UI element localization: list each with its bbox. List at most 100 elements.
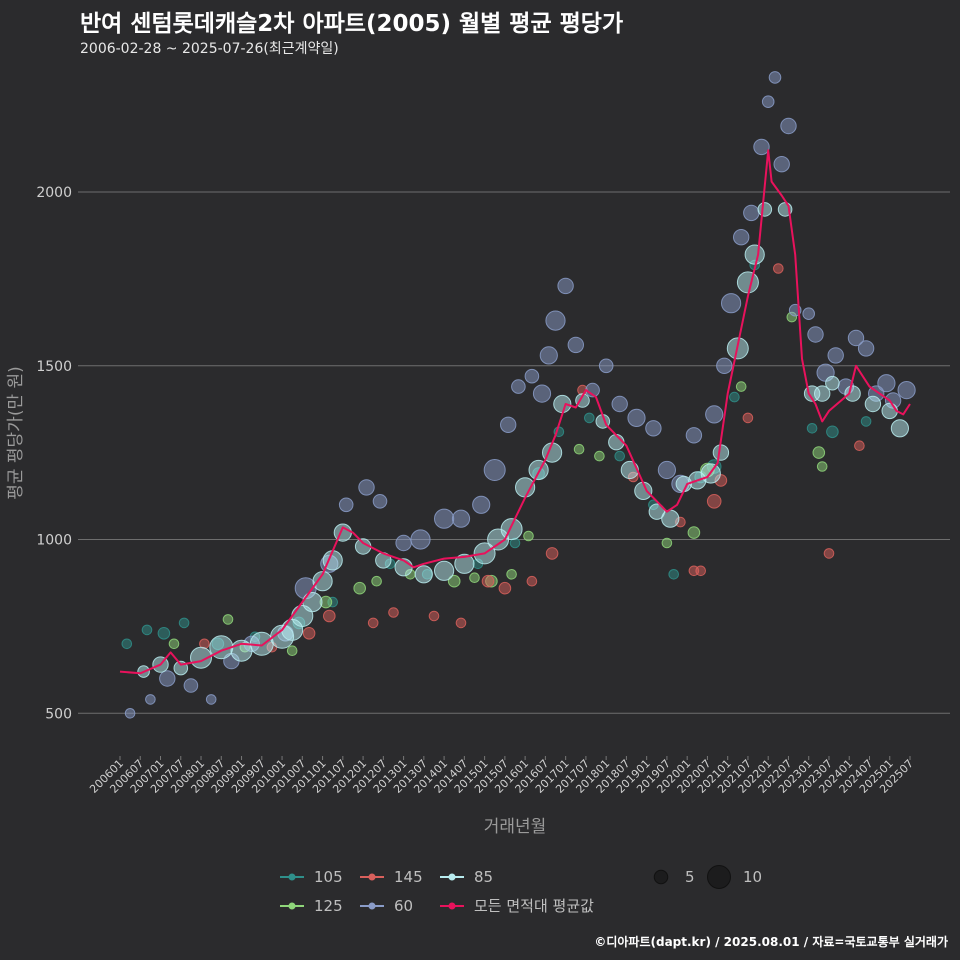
point-105-22 <box>806 423 818 434</box>
point-60-13 <box>395 534 412 552</box>
point-85-18 <box>434 560 455 581</box>
legend-label-avg: 모든 면적대 평균값 <box>474 897 594 915</box>
point-85-6 <box>249 631 274 656</box>
chart-subtitle: 2006-02-28 ~ 2025-07-26(최근계약일) <box>80 41 339 57</box>
point-145-10 <box>526 575 538 587</box>
legend-size-10 <box>707 865 731 889</box>
y-axis-title: 평균 평당가(만 원) <box>6 366 26 500</box>
point-85-11 <box>312 571 333 592</box>
point-60-43 <box>773 156 790 173</box>
point-60-17 <box>472 495 491 514</box>
legend-label-s60: 60 <box>394 897 413 915</box>
point-105-24 <box>860 416 872 427</box>
point-60-30 <box>627 408 646 427</box>
y-tick-labels: 500 1000 1500 2000 <box>36 185 72 722</box>
legend-label-s125: 125 <box>314 897 343 915</box>
point-145-4 <box>367 617 379 629</box>
point-105-23 <box>826 425 839 439</box>
point-60-26 <box>567 336 584 354</box>
point-125-18 <box>735 381 747 392</box>
point-60-0 <box>124 708 136 719</box>
point-105-17 <box>668 569 680 580</box>
point-85-24 <box>528 459 549 481</box>
point-125-14 <box>594 450 605 462</box>
point-60-20 <box>511 379 526 394</box>
point-105-1 <box>141 624 153 636</box>
point-60-22 <box>532 384 552 403</box>
point-60-3 <box>183 678 199 693</box>
point-85-44 <box>814 385 831 402</box>
point-145-20 <box>773 263 784 274</box>
point-85-45 <box>825 375 840 391</box>
point-105-20 <box>729 391 740 403</box>
point-145-2 <box>302 627 316 640</box>
point-60-39 <box>743 204 760 222</box>
point-85-46 <box>844 385 861 402</box>
point-60-51 <box>847 329 865 347</box>
point-60-56 <box>897 381 916 400</box>
point-60-42 <box>768 71 782 84</box>
point-105-2 <box>157 627 171 640</box>
point-125-21 <box>816 461 828 472</box>
point-60-35 <box>705 405 724 424</box>
y-tick-2000: 2000 <box>36 185 72 201</box>
legend-label-s85: 85 <box>474 868 493 886</box>
legend-marker-s60 <box>368 902 376 910</box>
scatter-points <box>121 71 916 719</box>
point-125-9 <box>469 572 480 584</box>
point-85-23 <box>515 477 536 498</box>
point-145-7 <box>455 617 467 629</box>
point-60-34 <box>685 427 703 444</box>
point-125-5 <box>353 581 367 595</box>
x-axis-title: 거래년월 <box>484 817 547 837</box>
average-line-layer <box>119 149 911 675</box>
legend-size-label-5: 5 <box>685 868 695 886</box>
point-145-3 <box>323 609 336 623</box>
point-85-41 <box>757 202 773 217</box>
point-60-38 <box>733 229 750 246</box>
point-145-22 <box>854 440 865 452</box>
chart-title: 반여 센텀롯데캐슬2차 아파트(2005) 월별 평균 평당가 <box>80 11 624 37</box>
point-105-14 <box>584 412 595 424</box>
point-60-12 <box>372 494 388 509</box>
point-145-9 <box>498 581 512 595</box>
legend-marker-avg <box>448 902 456 910</box>
point-125-0 <box>168 638 180 650</box>
point-60-44 <box>780 117 797 135</box>
y-tick-500: 500 <box>45 706 72 722</box>
point-145-6 <box>428 610 440 622</box>
point-125-1 <box>222 614 234 625</box>
point-145-16 <box>695 565 707 577</box>
point-105-3 <box>178 617 190 629</box>
point-125-6 <box>371 575 382 587</box>
point-85-27 <box>575 393 590 408</box>
point-60-16 <box>451 509 471 528</box>
legend-size-label-10: 10 <box>743 868 762 886</box>
point-60-18 <box>483 459 506 481</box>
y-tick-1500: 1500 <box>36 359 72 375</box>
point-60-2 <box>159 670 176 687</box>
legend-size-5 <box>653 869 669 885</box>
point-85-49 <box>890 419 910 438</box>
point-60-11 <box>358 479 375 496</box>
legend-marker-s125 <box>288 902 296 910</box>
point-60-37 <box>721 293 742 314</box>
point-60-19 <box>500 416 517 433</box>
point-125-16 <box>687 526 701 539</box>
legend: 105 145 85 125 60 모든 면적대 평균값 5 10 <box>280 865 762 915</box>
point-85-47 <box>864 395 882 413</box>
point-60-32 <box>657 460 677 480</box>
point-60-23 <box>539 346 558 365</box>
point-125-8 <box>447 574 461 588</box>
point-60-46 <box>802 307 816 321</box>
point-60-24 <box>545 310 566 331</box>
point-60-28 <box>598 358 614 374</box>
legend-marker-s145 <box>368 873 376 881</box>
point-145-11 <box>545 547 559 560</box>
point-60-4 <box>205 694 217 705</box>
point-60-41 <box>761 95 775 108</box>
point-85-33 <box>661 509 680 528</box>
point-85-17 <box>414 565 433 584</box>
average-line <box>119 149 911 675</box>
